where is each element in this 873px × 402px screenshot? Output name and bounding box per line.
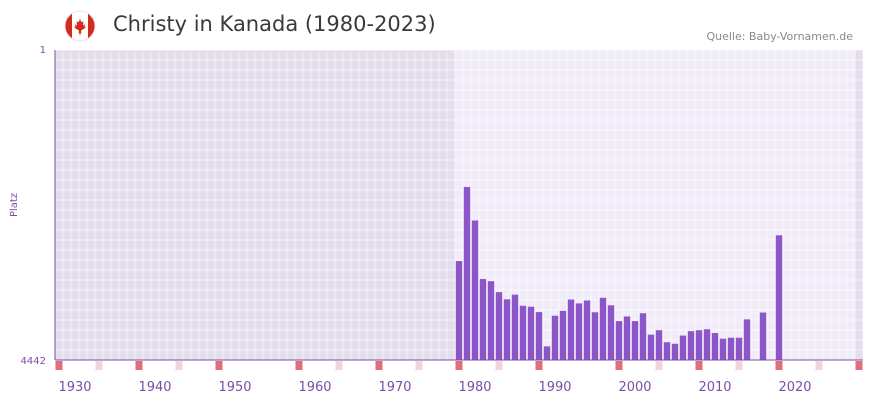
bar [511, 294, 519, 360]
x-tick-label: 2000 [618, 380, 651, 395]
bar [679, 335, 687, 360]
decade-marker [375, 361, 383, 370]
year-markers [55, 361, 863, 370]
bar [599, 297, 607, 360]
bar [623, 316, 631, 360]
decade-marker [135, 361, 143, 370]
decade-marker [215, 361, 223, 370]
canada-flag-icon [64, 10, 96, 42]
bar [567, 299, 575, 360]
bar [711, 333, 719, 360]
half-decade-marker [495, 361, 503, 370]
bar [487, 281, 495, 360]
y-tick-label-bottom: 4442 [21, 356, 46, 367]
bar [471, 220, 479, 360]
bar [607, 305, 615, 360]
decade-marker [775, 361, 783, 370]
bar [527, 306, 535, 360]
x-tick-label: 1990 [538, 380, 571, 395]
bar [655, 330, 663, 360]
bar [663, 342, 671, 360]
bar [559, 310, 567, 360]
y-tick-label-top: 1 [40, 45, 46, 56]
decade-marker [295, 361, 303, 370]
decade-marker [615, 361, 623, 370]
decade-marker [695, 361, 703, 370]
bar [591, 312, 599, 360]
bar [583, 300, 591, 360]
bar [735, 337, 743, 360]
decade-marker [535, 361, 543, 370]
bar-series [455, 186, 783, 360]
half-decade-marker [815, 361, 823, 370]
bar [631, 321, 639, 360]
decade-marker [55, 361, 63, 370]
x-tick-label: 1940 [138, 380, 171, 395]
bar [455, 261, 463, 360]
x-tick-label: 1970 [378, 380, 411, 395]
bar [743, 319, 751, 360]
x-tick-label: 1960 [298, 380, 331, 395]
bar [647, 334, 655, 360]
bar [639, 313, 647, 360]
half-decade-marker [95, 361, 103, 370]
bar [495, 292, 503, 360]
half-decade-marker [415, 361, 423, 370]
bar [687, 331, 695, 360]
y-axis-label: Platz [9, 193, 20, 217]
bar [551, 315, 559, 360]
x-tick-labels: 1930 1940 1950 1960 1970 1980 1990 2000 2010 2020 [58, 380, 811, 395]
decade-marker [855, 361, 863, 370]
x-tick-label: 1930 [58, 380, 91, 395]
bar [543, 346, 551, 360]
bar [695, 330, 703, 360]
chart-title: Christy in Kanada (1980-2023) [113, 12, 436, 36]
bar [775, 235, 783, 360]
x-tick-label: 1980 [458, 380, 491, 395]
bar [479, 279, 487, 360]
bar [535, 312, 543, 360]
half-decade-marker [175, 361, 183, 370]
bar [463, 186, 471, 360]
half-decade-marker [335, 361, 343, 370]
bar [615, 321, 623, 360]
x-tick-label: 1950 [218, 380, 251, 395]
decade-marker [455, 361, 463, 370]
x-tick-label: 2020 [778, 380, 811, 395]
bar [703, 329, 711, 360]
bar [503, 299, 511, 360]
chart-header: Christy in Kanada (1980-2023) Quelle: Ba… [0, 0, 873, 50]
half-decade-marker [735, 361, 743, 370]
source-link[interactable]: Quelle: Baby-Vornamen.de [706, 30, 853, 43]
bar [671, 343, 679, 360]
x-tick-label: 2010 [698, 380, 731, 395]
bar [719, 338, 727, 360]
bar [575, 303, 583, 360]
bar [727, 337, 735, 360]
bar [519, 305, 527, 360]
half-decade-marker [655, 361, 663, 370]
bar [759, 312, 767, 360]
